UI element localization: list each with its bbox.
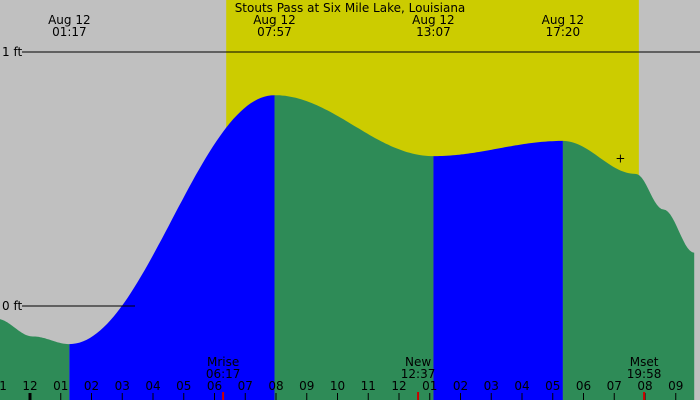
x-tick-label: 02 bbox=[84, 379, 99, 393]
chart-title: Stouts Pass at Six Mile Lake, Louisiana bbox=[235, 1, 466, 15]
moon-event-time: 06:17 bbox=[206, 367, 241, 381]
x-tick-label: 12 bbox=[22, 379, 37, 393]
extreme-time-label: 13:07 bbox=[416, 25, 451, 39]
extreme-time-label: 17:20 bbox=[546, 25, 581, 39]
x-tick-label: 04 bbox=[145, 379, 160, 393]
extreme-date-label: Aug 12 bbox=[253, 13, 296, 27]
x-tick-label: 11 bbox=[0, 379, 7, 393]
x-tick-label: 03 bbox=[115, 379, 130, 393]
cursor-marker: + bbox=[615, 152, 625, 166]
y-tick-label: 1 ft bbox=[2, 45, 22, 59]
x-tick-label: 09 bbox=[299, 379, 314, 393]
x-tick-label: 03 bbox=[484, 379, 499, 393]
x-tick-label: 02 bbox=[453, 379, 468, 393]
moon-event-label: Mrise bbox=[207, 355, 239, 369]
x-tick-label: 08 bbox=[637, 379, 652, 393]
extreme-date-label: Aug 12 bbox=[48, 13, 91, 27]
x-tick-label: 06 bbox=[207, 379, 222, 393]
x-tick-label: 01 bbox=[53, 379, 68, 393]
falling-tide-segment bbox=[562, 140, 695, 400]
x-tick-label: 11 bbox=[361, 379, 376, 393]
extreme-date-label: Aug 12 bbox=[412, 13, 455, 27]
x-tick-label: 05 bbox=[545, 379, 560, 393]
x-tick-label: 09 bbox=[668, 379, 683, 393]
moon-event-time: 19:58 bbox=[627, 367, 662, 381]
x-tick-label: 05 bbox=[176, 379, 191, 393]
y-tick-label: 0 ft bbox=[2, 299, 22, 313]
gridlines bbox=[22, 51, 700, 400]
moon-event-label: New bbox=[405, 355, 431, 369]
x-tick-label: 12 bbox=[391, 379, 406, 393]
moon-event-time: 12:37 bbox=[401, 367, 436, 381]
x-tick-label: 04 bbox=[514, 379, 529, 393]
x-tick-label: 01 bbox=[422, 379, 437, 393]
x-tick-label: 08 bbox=[268, 379, 283, 393]
x-tick-label: 07 bbox=[238, 379, 253, 393]
falling-tide-segment bbox=[0, 319, 70, 400]
falling-tide-segment bbox=[274, 95, 434, 400]
extreme-date-label: Aug 12 bbox=[542, 13, 585, 27]
extreme-time-label: 01:17 bbox=[52, 25, 87, 39]
rising-tide-segment bbox=[433, 140, 563, 400]
x-tick-label: 07 bbox=[607, 379, 622, 393]
x-tick-label: 10 bbox=[330, 379, 345, 393]
tide-fills bbox=[0, 95, 695, 400]
rising-tide-segment bbox=[69, 95, 275, 400]
extreme-time-label: 07:57 bbox=[257, 25, 292, 39]
moon-event-label: Mset bbox=[630, 355, 659, 369]
x-tick-label: 06 bbox=[576, 379, 591, 393]
